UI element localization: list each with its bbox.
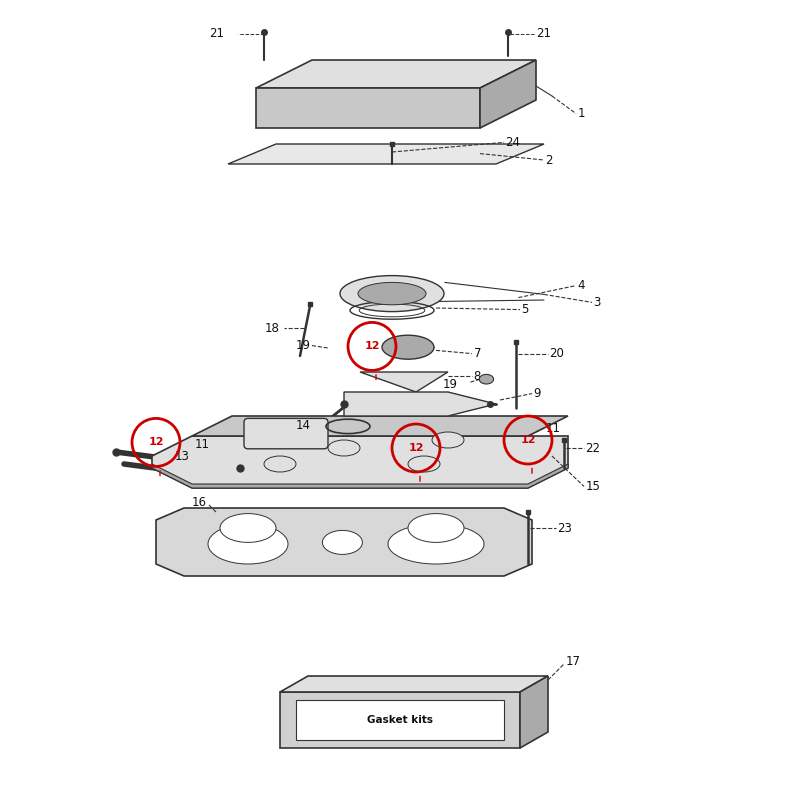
Text: 20: 20 [550,347,565,360]
Text: 19: 19 [442,378,458,391]
Ellipse shape [322,530,362,554]
Ellipse shape [382,335,434,359]
Text: 2: 2 [546,154,553,166]
Ellipse shape [328,440,360,456]
Text: 8: 8 [474,370,481,382]
Text: 1: 1 [578,107,585,120]
Ellipse shape [408,514,464,542]
Text: 11: 11 [314,438,330,450]
Text: 5: 5 [522,303,529,316]
Text: 25: 25 [398,346,413,358]
Text: 12: 12 [408,443,424,453]
Polygon shape [152,436,568,488]
Polygon shape [344,392,496,416]
Text: 23: 23 [558,522,573,534]
Text: 14: 14 [295,419,310,432]
Polygon shape [256,88,480,128]
Ellipse shape [408,456,440,472]
Text: 15: 15 [586,480,601,493]
Text: 11: 11 [546,422,561,434]
Polygon shape [152,464,568,488]
Ellipse shape [220,514,276,542]
Ellipse shape [340,275,444,312]
Text: 19: 19 [295,339,310,352]
Polygon shape [156,508,532,576]
Polygon shape [480,60,536,128]
Polygon shape [360,372,448,392]
Text: Gasket kits: Gasket kits [367,715,433,725]
Text: 7: 7 [474,347,481,360]
Polygon shape [280,692,520,748]
Text: 22: 22 [586,442,601,454]
Text: 12: 12 [520,435,536,445]
Text: 17: 17 [566,655,581,668]
Text: 12: 12 [148,438,164,447]
Text: 18: 18 [265,322,280,334]
Ellipse shape [358,282,426,305]
Text: 3: 3 [594,296,601,309]
Polygon shape [280,676,548,692]
Ellipse shape [388,524,484,564]
Ellipse shape [208,524,288,564]
Polygon shape [520,676,548,748]
Text: 21: 21 [209,27,224,40]
Ellipse shape [264,456,296,472]
Text: 24: 24 [506,136,521,149]
Text: 11: 11 [194,438,210,450]
Text: 9: 9 [534,387,541,400]
Text: 4: 4 [578,279,585,292]
Polygon shape [256,60,536,88]
Text: 12: 12 [364,342,380,351]
Text: 16: 16 [191,496,206,509]
Polygon shape [192,416,568,436]
FancyBboxPatch shape [296,700,504,740]
Ellipse shape [479,374,494,384]
Ellipse shape [432,432,464,448]
FancyBboxPatch shape [244,418,328,449]
Text: 21: 21 [536,27,551,40]
Text: 13: 13 [174,450,190,462]
Polygon shape [228,144,544,164]
